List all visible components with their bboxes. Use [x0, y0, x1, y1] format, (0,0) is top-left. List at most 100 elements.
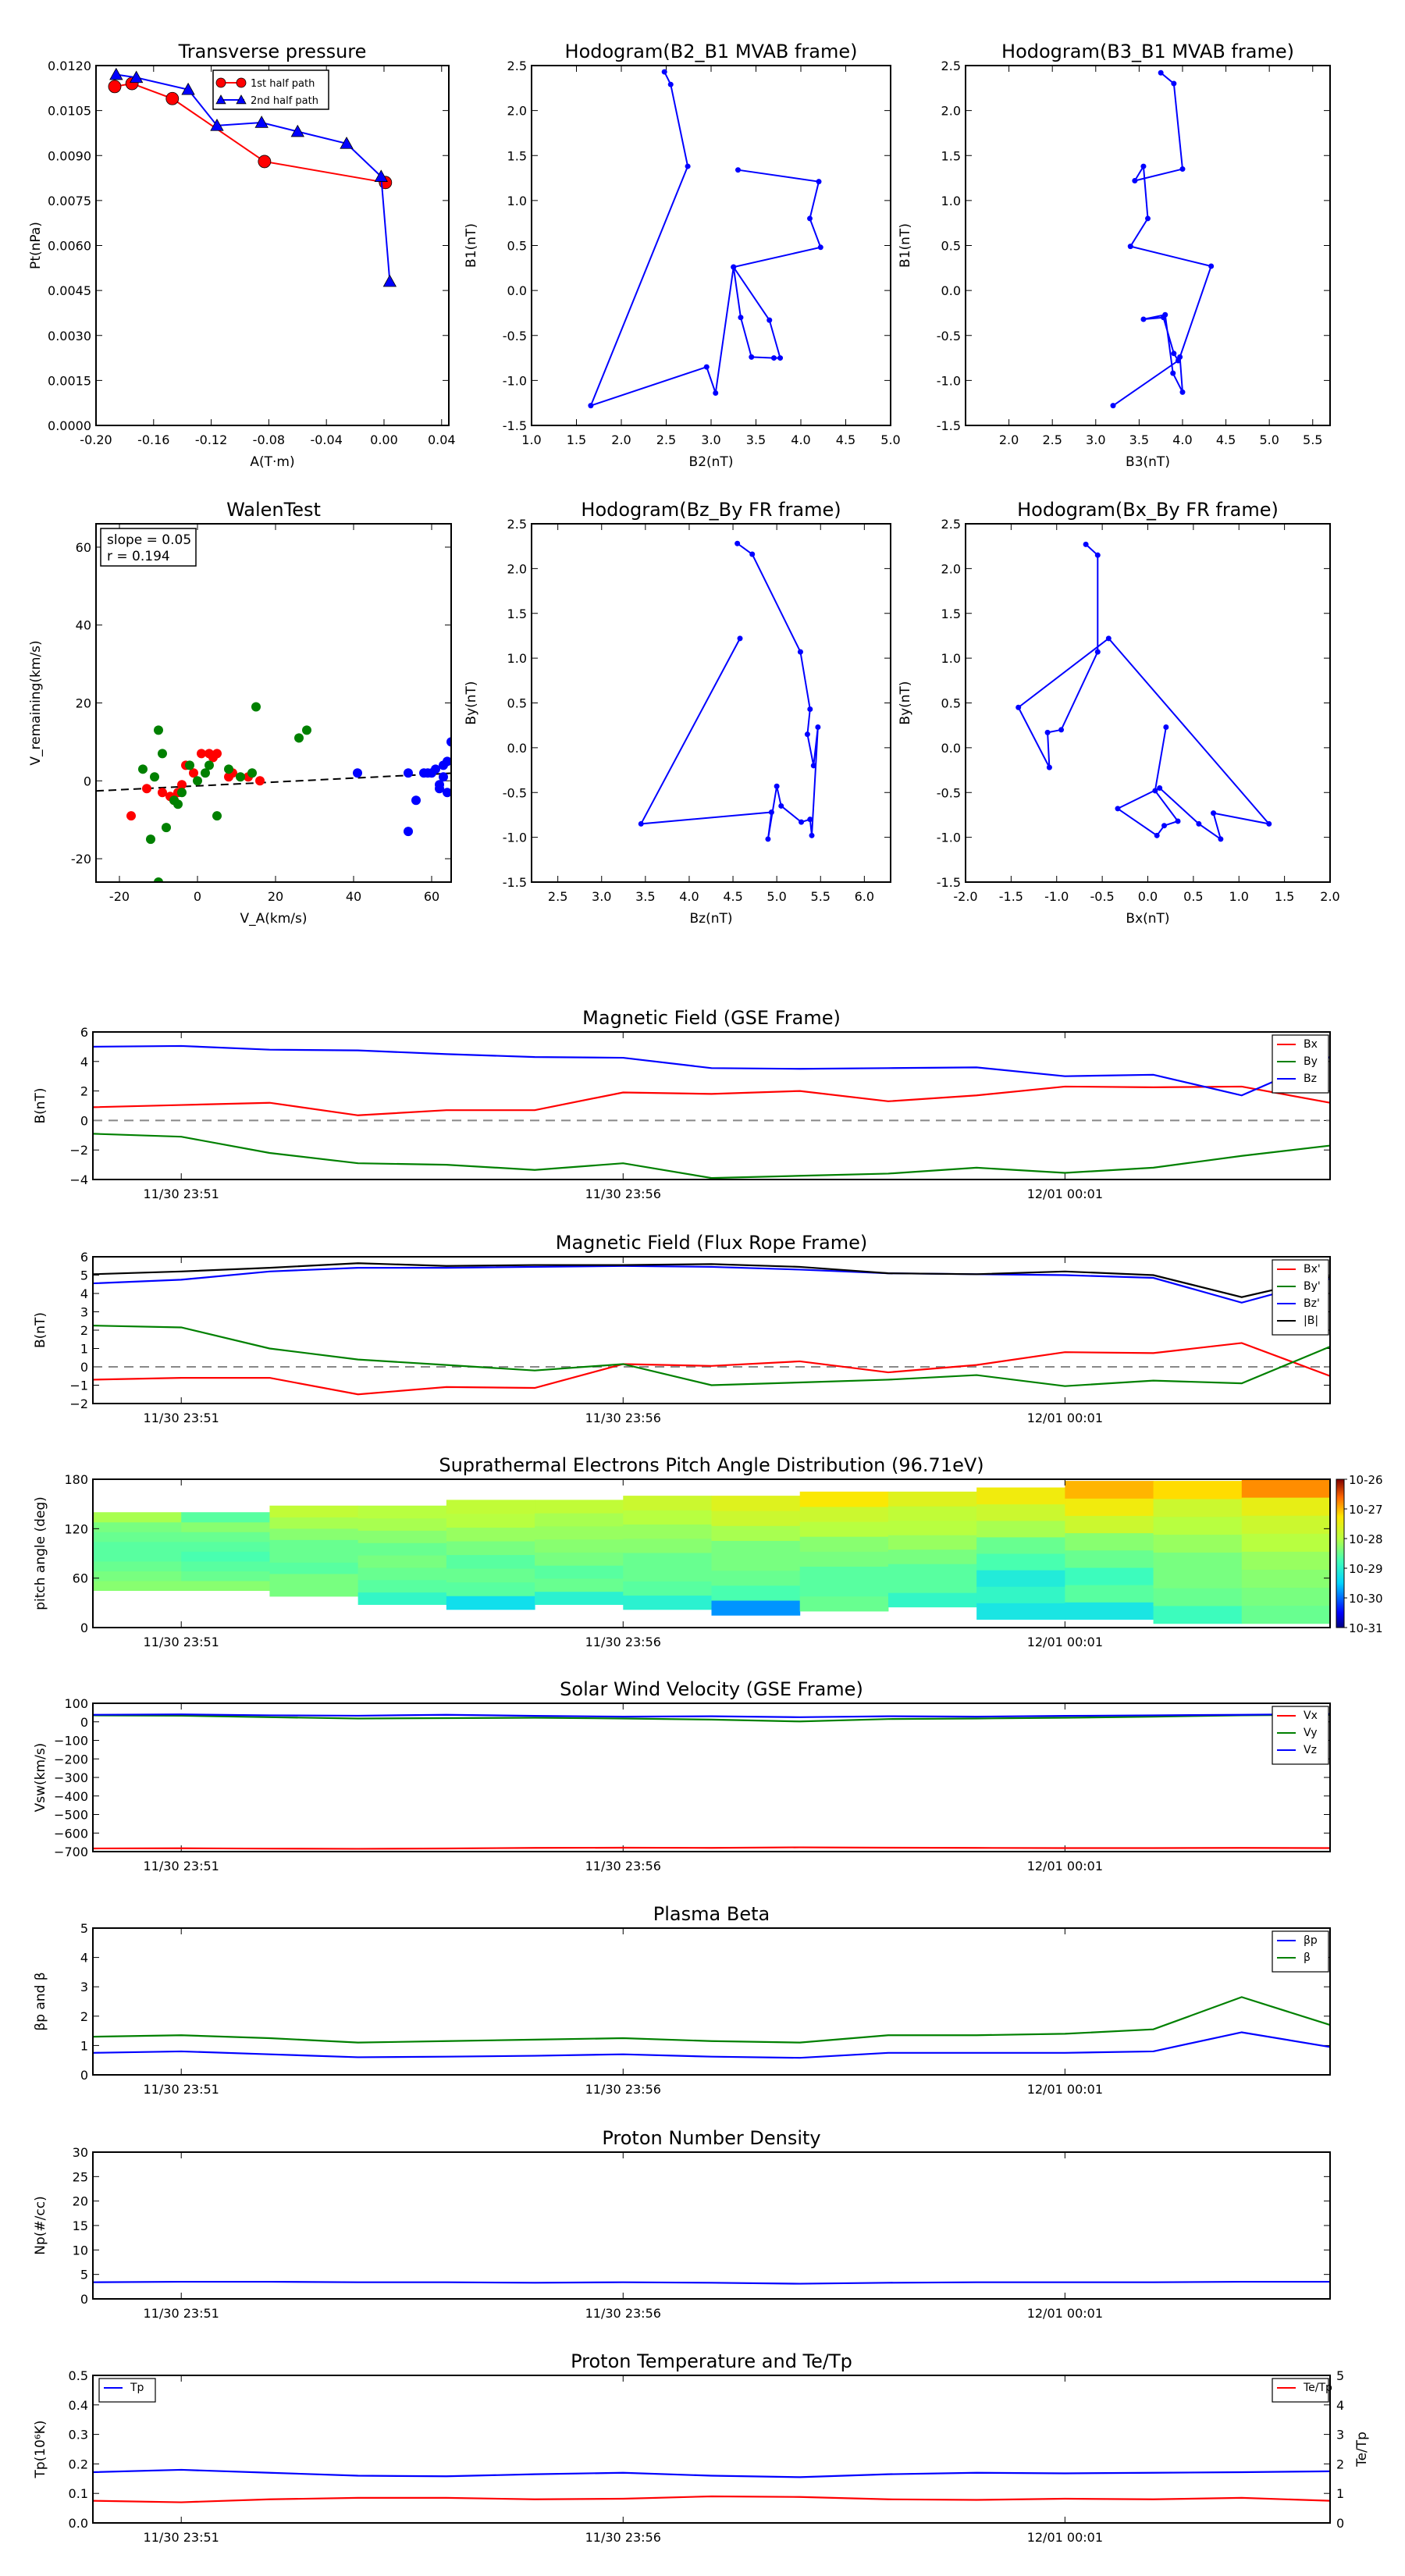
heatmap-cell [1065, 1498, 1154, 1516]
y-tick-label: 5 [80, 1921, 88, 1936]
heatmap-cell [93, 1571, 182, 1582]
y-tick-label: −400 [54, 1789, 88, 1804]
y-axis-label: Vsw(km/s) [33, 1743, 48, 1813]
legend-box [1272, 1034, 1329, 1094]
y-tick-label: -1.0 [503, 831, 527, 845]
y-tick-label-right: 5 [1336, 2368, 1344, 2383]
x-tick-label: 0.5 [1183, 889, 1203, 904]
hodogram-point [1161, 315, 1167, 321]
data-point [404, 768, 413, 778]
data-point [173, 799, 183, 809]
panel-title: Magnetic Field (Flux Rope Frame) [556, 1232, 867, 1254]
data-point [108, 80, 122, 94]
data-point [189, 768, 198, 778]
time-tick-label: 11/30 23:51 [144, 2306, 219, 2321]
x-tick-label: 4.5 [836, 432, 855, 447]
hodogram-point [777, 355, 784, 361]
x-tick-label: 0.04 [428, 432, 456, 447]
data-point [146, 834, 155, 845]
heatmap-cell [535, 1565, 624, 1579]
panel-title: Proton Temperature and Te/Tp [571, 2350, 852, 2372]
y-tick-label: 2.0 [941, 104, 961, 119]
heatmap-cell [623, 1567, 712, 1582]
y-tick-label: 0.0 [941, 283, 961, 298]
heatmap-cell [976, 1553, 1065, 1571]
heatmap-cell [1153, 1481, 1243, 1500]
heatmap-cell [535, 1539, 624, 1553]
y-axis-label: Np(#/cc) [33, 2196, 48, 2254]
x-axis-label: Bx(nT) [1126, 911, 1169, 927]
y-tick-label: 0.0 [941, 741, 961, 756]
hodogram-point [1046, 764, 1052, 770]
plot-frame [965, 65, 1331, 426]
heatmap-cell [269, 1562, 359, 1574]
panel-hodo1: Hodogram(B2_B1 MVAB frame) -1.5 -1.0 -0.5 0.… [464, 41, 901, 470]
y-tick-label: 0 [80, 2068, 88, 2083]
time-tick-label: 11/30 23:51 [144, 1859, 219, 1873]
x-tick-label: 5.0 [767, 889, 786, 904]
y-tick-label: 30 [73, 2145, 88, 2160]
y-tick-label: 2.0 [941, 561, 961, 576]
plot-frame [95, 65, 450, 426]
x-tick-label: 20 [268, 889, 283, 904]
hodogram-point [815, 724, 821, 730]
data-point [138, 764, 148, 774]
hodogram-point [817, 244, 823, 251]
y-tick-label: 60 [73, 1571, 88, 1586]
heatmap-cell [357, 1530, 447, 1543]
heatmap-cell [181, 1532, 270, 1542]
y-tick-label: 0.0105 [48, 104, 91, 119]
panel-title: Suprathermal Electrons Pitch Angle Distr… [439, 1454, 984, 1476]
colorbar-tick-label: 10-26 [1349, 1473, 1383, 1487]
data-point [165, 91, 180, 105]
plot-frame [92, 2151, 1331, 2300]
hodogram-point [1170, 370, 1176, 376]
hodogram-point [1044, 729, 1051, 735]
data-point [212, 749, 222, 759]
heatmap-cell [181, 1512, 270, 1523]
hodogram-point [1145, 215, 1151, 222]
heatmap-cell [181, 1560, 270, 1571]
heatmap-cell [1153, 1588, 1243, 1606]
heatmap-cell [711, 1496, 801, 1511]
heatmap-cell [446, 1541, 535, 1556]
hodogram-point [816, 179, 822, 185]
y-tick-label: 1 [80, 2038, 88, 2053]
data-point [109, 67, 123, 80]
heatmap-cell [93, 1532, 182, 1542]
x-tick-label: 1.0 [521, 432, 541, 447]
heatmap-cell [1153, 1516, 1243, 1535]
y-axis-label: By(nT) [464, 681, 479, 724]
heatmap-cell [623, 1552, 712, 1567]
heatmap-cell [1065, 1550, 1154, 1568]
data-point [158, 788, 167, 798]
heatmap-cell [93, 1551, 182, 1562]
panel-title: Solar Wind Velocity (GSE Frame) [560, 1678, 863, 1700]
x-tick-label: -0.12 [195, 432, 227, 447]
heatmap-cell [1241, 1605, 1331, 1624]
hodogram-point [799, 819, 805, 825]
y-tick-label: 120 [64, 1521, 88, 1536]
legend-label: By [1304, 1055, 1318, 1068]
data-point [443, 788, 451, 798]
data-point [162, 823, 171, 833]
data-point [142, 784, 151, 794]
time-tick-label: 11/30 23:56 [585, 1635, 661, 1649]
data-point [404, 827, 413, 837]
time-tick-label: 11/30 23:51 [144, 2530, 219, 2545]
y-tick-label: 0.0 [507, 283, 527, 298]
data-point [446, 737, 451, 747]
annotation-slope: slope = 0.05 [107, 532, 191, 548]
x-tick-label: 5.0 [880, 432, 900, 447]
series-line-vx [92, 1846, 1331, 1850]
heatmap-cell [269, 1573, 359, 1585]
hodogram-point [797, 649, 803, 655]
heatmap-cell [93, 1541, 182, 1552]
y-tick-label: 4 [80, 1951, 88, 1966]
hodogram-point [661, 69, 667, 75]
x-tick-label: 2.5 [1042, 432, 1062, 447]
y-tick-label: 2.0 [507, 561, 527, 576]
heatmap-cell [93, 1560, 182, 1571]
heatmap-cell [1153, 1570, 1243, 1589]
x-axis-label: V_A(km/s) [240, 911, 307, 927]
